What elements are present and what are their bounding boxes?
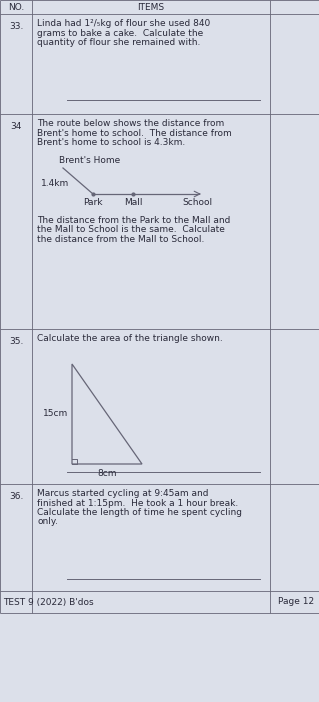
Text: Park: Park bbox=[83, 198, 103, 207]
Text: The route below shows the distance from: The route below shows the distance from bbox=[37, 119, 224, 128]
Text: Page 12: Page 12 bbox=[278, 597, 314, 607]
Text: grams to bake a cake.  Calculate the: grams to bake a cake. Calculate the bbox=[37, 29, 203, 37]
Text: the Mall to School is the same.  Calculate: the Mall to School is the same. Calculat… bbox=[37, 225, 225, 234]
Text: Brent's home to school.  The distance from: Brent's home to school. The distance fro… bbox=[37, 128, 232, 138]
Text: 35.: 35. bbox=[9, 337, 23, 346]
Text: Calculate the length of time he spent cycling: Calculate the length of time he spent cy… bbox=[37, 508, 242, 517]
Text: Marcus started cycling at 9:45am and: Marcus started cycling at 9:45am and bbox=[37, 489, 209, 498]
Text: The distance from the Park to the Mall and: The distance from the Park to the Mall a… bbox=[37, 216, 230, 225]
Text: 36.: 36. bbox=[9, 492, 23, 501]
Text: School: School bbox=[182, 198, 212, 207]
Text: TEST 9 (2022) B'dos: TEST 9 (2022) B'dos bbox=[3, 597, 93, 607]
Text: Brent's Home: Brent's Home bbox=[59, 156, 120, 165]
Text: 1.4km: 1.4km bbox=[41, 178, 69, 187]
Text: ITEMS: ITEMS bbox=[137, 3, 165, 11]
Text: 8cm: 8cm bbox=[97, 469, 117, 478]
Text: NO.: NO. bbox=[8, 3, 24, 11]
Text: Linda had 1²/₅kg of flour she used 840: Linda had 1²/₅kg of flour she used 840 bbox=[37, 19, 210, 28]
Text: 34: 34 bbox=[10, 122, 22, 131]
Text: 33.: 33. bbox=[9, 22, 23, 31]
Text: finished at 1:15pm.  He took a 1 hour break.: finished at 1:15pm. He took a 1 hour bre… bbox=[37, 498, 238, 508]
Text: Mall: Mall bbox=[124, 198, 142, 207]
Text: only.: only. bbox=[37, 517, 58, 526]
Text: quantity of flour she remained with.: quantity of flour she remained with. bbox=[37, 38, 200, 47]
Text: 15cm: 15cm bbox=[43, 409, 68, 418]
Text: Brent's home to school is 4.3km.: Brent's home to school is 4.3km. bbox=[37, 138, 185, 147]
Text: the distance from the Mall to School.: the distance from the Mall to School. bbox=[37, 235, 204, 244]
Text: Calculate the area of the triangle shown.: Calculate the area of the triangle shown… bbox=[37, 334, 223, 343]
